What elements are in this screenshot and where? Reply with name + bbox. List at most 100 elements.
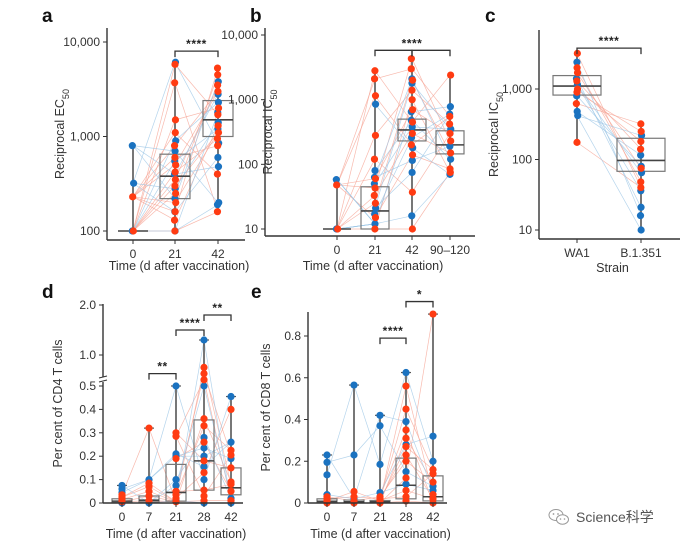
data-point-red — [213, 135, 222, 143]
paired-lines — [336, 58, 451, 230]
paired-line — [336, 179, 376, 225]
data-point-red — [213, 64, 222, 72]
panel-letter: a — [42, 6, 53, 27]
data-point-red — [407, 55, 415, 63]
data-point-blue — [371, 100, 380, 108]
paired-line — [374, 137, 413, 215]
paired-line — [175, 385, 205, 480]
paired-line — [175, 447, 205, 457]
paired-line — [405, 435, 434, 445]
data-point-red — [637, 137, 645, 146]
x-axis-label: Time (d after vaccination) — [109, 259, 250, 273]
data-point-blue — [446, 142, 454, 150]
data-point-blue — [371, 167, 379, 175]
data-point-red — [402, 426, 410, 434]
y-axis-label: Reciprocal EC50 — [53, 89, 71, 179]
paired-line — [121, 490, 150, 500]
data-point-blue — [227, 438, 235, 446]
y-tick-label: 0.8 — [284, 329, 301, 343]
data-point-red — [402, 382, 410, 390]
data-point-blue — [408, 212, 416, 220]
x-tick-label: 21 — [373, 510, 387, 524]
paired-line — [174, 64, 219, 115]
x-tick-label: 0 — [130, 247, 137, 261]
data-point-blue — [371, 220, 379, 228]
paired-line — [405, 314, 434, 479]
paired-line — [175, 385, 205, 486]
paired-line — [174, 204, 219, 232]
data-point-red — [637, 183, 645, 192]
paired-lines — [132, 62, 219, 232]
significance-bracket — [576, 47, 642, 55]
data-point-red — [637, 164, 645, 172]
data-point-red — [171, 182, 179, 190]
x-axis-label: Time (d after vaccination) — [106, 527, 247, 541]
data-point-red — [323, 493, 331, 501]
significance-bracket — [203, 314, 232, 321]
paired-line — [148, 427, 177, 502]
paired-lines — [121, 339, 232, 504]
paired-line — [353, 496, 381, 500]
data-point-red — [200, 468, 208, 477]
data-point-blue — [376, 460, 384, 468]
data-point-red — [637, 145, 645, 153]
paired-line — [132, 196, 176, 203]
paired-line — [132, 119, 176, 232]
paired-line — [411, 82, 451, 130]
paired-line — [411, 78, 451, 160]
watermark-text: Science科学 — [576, 509, 654, 525]
y-tick-label: 0.3 — [79, 426, 96, 440]
data-point-blue — [376, 411, 384, 419]
data-point-red — [200, 415, 208, 423]
data-point-red — [429, 466, 437, 474]
paired-line — [203, 367, 232, 485]
x-axis-label: Time (d after vaccination) — [303, 259, 444, 273]
significance-label: **** — [180, 316, 201, 330]
paired-line — [174, 107, 219, 121]
data-point-blue — [200, 382, 208, 390]
panel-letter: e — [251, 282, 262, 303]
paired-line — [374, 109, 413, 179]
paired-line — [353, 492, 381, 500]
data-point-red — [370, 75, 379, 83]
data-point-red — [371, 214, 380, 222]
panel-letter: d — [42, 282, 54, 303]
paired-line — [411, 145, 451, 161]
data-point-blue — [350, 381, 358, 389]
data-point-blue — [200, 463, 208, 471]
paired-line — [175, 339, 205, 501]
paired-line — [576, 91, 642, 132]
paired-line — [379, 414, 407, 422]
data-point-red — [402, 451, 410, 459]
data-point-red — [118, 491, 126, 499]
paired-line — [379, 444, 407, 493]
paired-line — [326, 454, 355, 463]
data-point-blue — [118, 481, 126, 490]
paired-line — [576, 53, 642, 188]
data-point-blue — [376, 422, 384, 430]
paired-line — [576, 95, 642, 167]
paired-line — [411, 74, 451, 123]
paired-line — [353, 425, 381, 456]
significance-label: **** — [402, 36, 423, 50]
data-point-red — [200, 438, 208, 446]
wechat-icon — [548, 509, 569, 525]
data-point-red — [214, 142, 222, 150]
data-point-red — [145, 479, 153, 487]
paired-line — [174, 122, 219, 189]
paired-line — [174, 132, 219, 187]
x-tick-label: 42 — [224, 510, 238, 524]
data-point-red — [402, 486, 410, 495]
paired-line — [411, 89, 451, 125]
data-point-red — [213, 170, 222, 178]
data-point-red — [408, 188, 417, 196]
paired-line — [405, 438, 434, 483]
paired-line — [121, 427, 150, 495]
data-point-blue — [402, 368, 410, 377]
data-point-red — [402, 493, 410, 501]
data-point-red — [172, 487, 180, 495]
panel-d: d 0 0.1 0.2 0.3 0.4 0.5 1.0 2.0 0 7 21 28 42 Time (d a… — [42, 282, 246, 541]
data-point-red — [172, 429, 180, 437]
paired-line — [411, 133, 451, 193]
